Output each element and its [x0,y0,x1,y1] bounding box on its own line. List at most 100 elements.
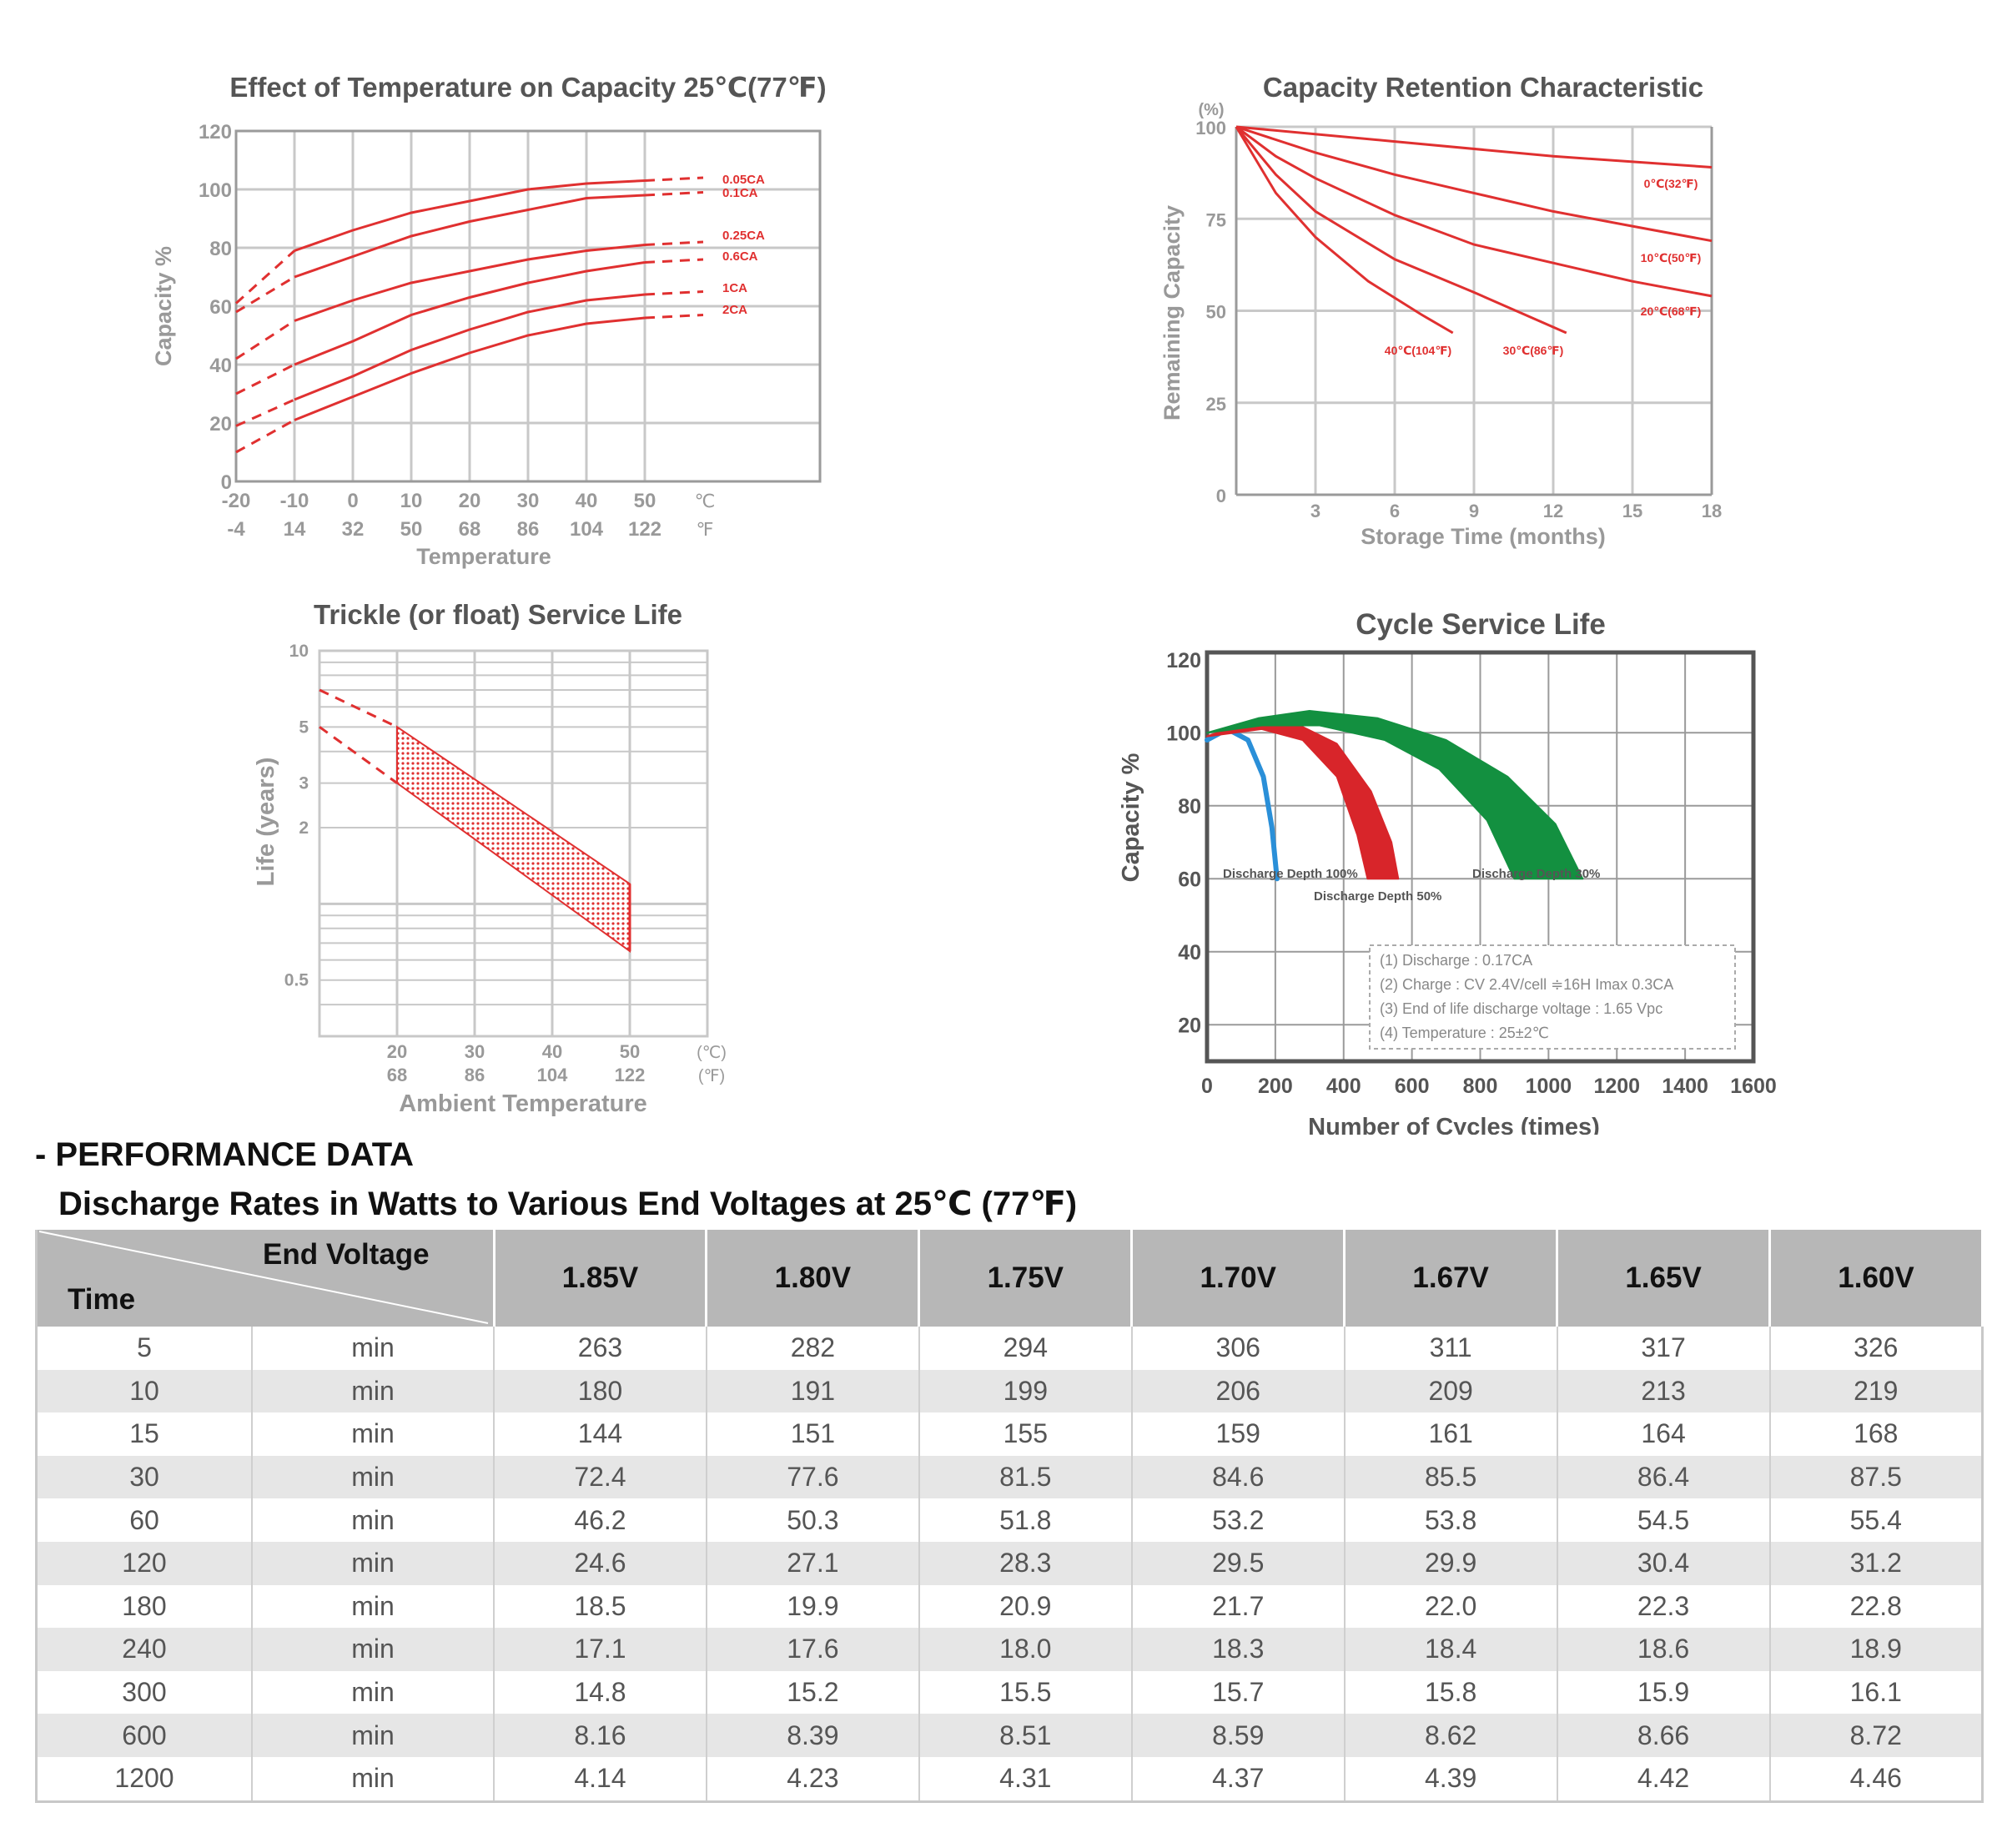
unit-cell: min [252,1628,495,1671]
value-cell: 85.5 [1344,1455,1558,1499]
x-tick-label-f: 122 [628,518,661,541]
x-tick-label: 200 [1258,1075,1293,1098]
time-cell: 30 [36,1455,253,1499]
value-cell: 4.37 [1131,1756,1346,1803]
value-cell: 8.59 [1131,1714,1346,1757]
value-cell: 16.1 [1769,1670,1984,1715]
x-tick-label: 1600 [1730,1075,1777,1098]
upper-extrapolation [319,688,398,728]
y-tick-label: 0 [1216,486,1226,506]
value-cell: 213 [1557,1369,1771,1413]
x-tick-label-c: 10 [400,490,423,512]
series-label-0-05ca: 0.05CA [722,173,765,187]
unit-cell: min [252,1670,495,1715]
x-tick-label-c: -10 [280,490,309,512]
series-tail-0-6ca [644,258,704,264]
value-cell: 31.2 [1769,1541,1984,1585]
value-cell: 21.7 [1131,1584,1346,1629]
x-tick-label: 15 [1622,501,1642,521]
x-unit-c: (℃) [697,1044,727,1062]
series-tail-0-05ca [644,176,704,182]
y-tick-label: 20 [209,413,232,436]
value-cell: 46.2 [494,1498,707,1542]
plot-frame [234,129,822,483]
x-tick-label: 1200 [1593,1075,1640,1098]
series-label-0-1ca: 0.1CA [722,186,758,200]
x-axis-label: Number of Cycles (times) [1308,1114,1600,1135]
x-tick-label: 0 [1201,1075,1213,1098]
value-cell: 86.4 [1557,1455,1771,1499]
series-dashed-0-25ca [235,320,295,360]
cycle-band-discharge-depth-50 [1206,721,1400,880]
y-tick-label: 60 [1178,868,1201,891]
x-tick-label-f: 14 [284,518,306,541]
value-cell: 24.6 [494,1541,707,1585]
series-label-discharge-depth-100: Discharge Depth 100% [1223,867,1358,881]
table-row: 240 min 17.1 17.6 18.0 18.3 18.4 18.6 18.9 [36,1628,1984,1671]
x-axis-label: Temperature [416,544,551,569]
y-axis-label: Remaining Capacity [1159,205,1185,420]
y-tick-label: 60 [209,296,232,319]
y-unit: (%) [1198,101,1224,119]
value-cell: 53.8 [1344,1498,1558,1542]
x-tick-label-c: 50 [620,1041,640,1062]
y-tick-label: 20 [1178,1014,1201,1037]
series-line-0-25ca [294,244,646,322]
plot-frame [318,649,709,1038]
voltage-header-1-67v: 1.67V [1344,1230,1559,1327]
value-cell: 18.6 [1557,1628,1771,1671]
series-label-2ca: 2CA [722,303,747,317]
value-cell: 263 [494,1327,707,1370]
y-tick-label: 100 [199,179,232,202]
x-tick-label: 3 [1310,501,1320,521]
x-tick-label-f: -4 [227,518,245,541]
value-cell: 28.3 [918,1541,1133,1585]
value-cell: 18.9 [1769,1628,1984,1671]
unit-cell: min [252,1327,495,1370]
unit-cell: min [252,1756,495,1803]
table-header-row: End Voltage Time 1.85V 1.80V 1.75V 1.70V 1.6… [36,1230,1984,1327]
cycle-band-discharge-depth-100 [1205,726,1280,882]
voltage-header-1-85v: 1.85V [494,1230,708,1327]
x-tick-label: 1000 [1526,1075,1572,1098]
y-tick-label: 10 [289,642,309,661]
series-tail-1ca [644,290,704,296]
table-corner-header: End Voltage Time [36,1230,495,1327]
value-cell: 77.6 [706,1455,920,1499]
voltage-header-1-80v: 1.80V [706,1230,921,1327]
y-tick-label: 100 [1195,118,1226,138]
x-tick-label-c: 40 [576,490,598,512]
x-tick-label-f: 50 [400,518,423,541]
time-cell: 180 [36,1584,253,1629]
value-cell: 311 [1344,1327,1558,1370]
value-cell: 161 [1344,1412,1558,1456]
series-tail-0-1ca [644,191,704,197]
y-tick-label: 80 [209,238,232,260]
x-tick-label-f: 86 [465,1065,485,1085]
unit-cell: min [252,1714,495,1757]
y-tick-label: 40 [1178,941,1201,964]
x-tick-label-f: 32 [342,518,365,541]
time-cell: 240 [36,1628,253,1671]
value-cell: 81.5 [918,1455,1133,1499]
end-voltage-header: End Voltage [263,1238,430,1271]
series-dashed-0-1ca [235,275,295,314]
value-cell: 8.72 [1769,1714,1984,1757]
series-line-30-86 [1235,126,1567,335]
unit-cell: min [252,1412,495,1456]
series-label-40-104: 40℃(104℉) [1385,344,1451,357]
unit-cell: min [252,1498,495,1542]
voltage-header-1-75v: 1.75V [918,1230,1134,1327]
value-cell: 306 [1131,1327,1346,1370]
y-axis-label: Life (years) [253,758,279,887]
value-cell: 191 [706,1369,920,1413]
series-line-10-50 [1235,125,1713,243]
temperature-capacity-chart: Effect of Temperature on Capacity 25℃(77… [151,72,827,569]
series-label-20-68: 20℃(68℉) [1641,305,1702,318]
value-cell: 84.6 [1131,1455,1346,1499]
value-cell: 151 [706,1412,920,1456]
value-cell: 30.4 [1557,1541,1771,1585]
y-tick-label: 80 [1178,795,1201,818]
voltage-header-1-60v: 1.60V [1769,1230,1984,1327]
